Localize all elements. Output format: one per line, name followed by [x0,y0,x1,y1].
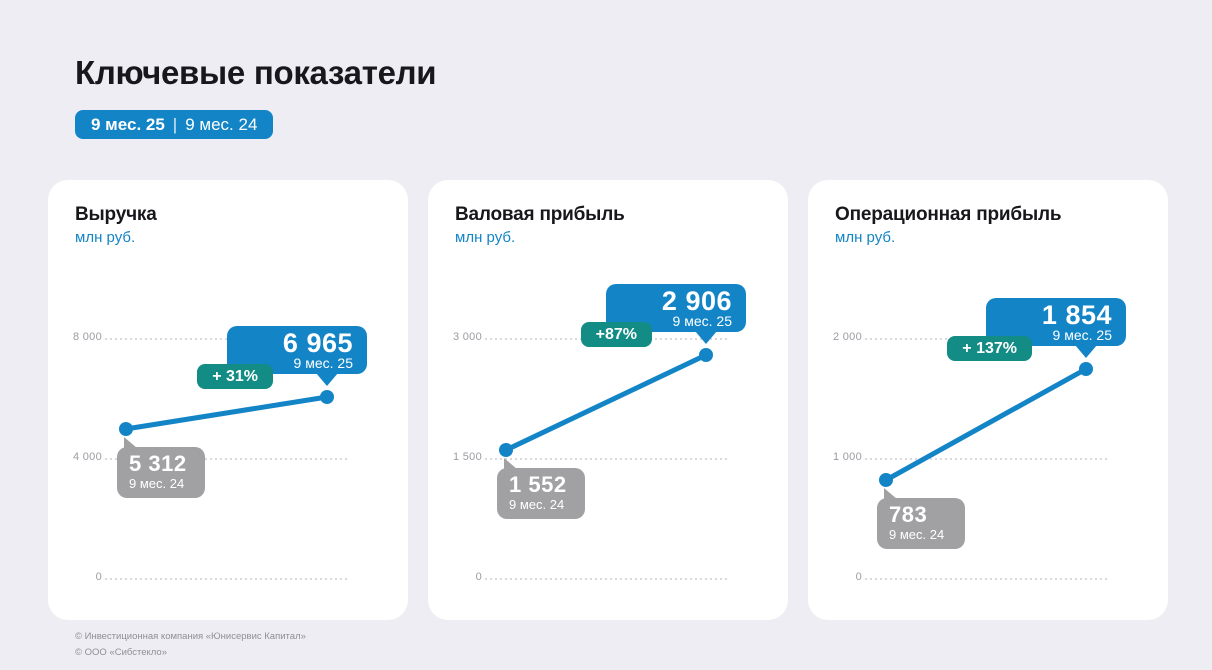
card-unit-label: млн руб. [455,229,516,246]
growth-badge: +87% [580,322,652,347]
previous-period-label: 9 мес. 24 [889,527,945,542]
metric-cards-row: Выручка млн руб. 8 000 4 000 0 5 312 9 м… [48,180,1168,620]
data-point [879,473,893,487]
y-tick-label: 3 000 [452,331,482,343]
data-point [320,390,334,404]
period-previous-label: 9 мес. 24 [185,115,258,134]
current-value: 2 906 [661,285,732,316]
previous-value-badge: 1 552 9 мес. 24 [497,458,585,519]
previous-value-badge: 5 312 9 мес. 24 [117,437,205,498]
y-tick-label: 0 [855,571,862,583]
gridline-dots [485,458,728,460]
y-tick-label: 0 [475,571,482,583]
current-period-label: 9 мес. 25 [1052,326,1112,343]
gridline-dots [105,458,348,460]
card-title: Операционная прибыль [835,204,1062,225]
growth-badge: + 137% [947,336,1032,361]
metric-card-operating-profit: Операционная прибыль млн руб. 2 000 1 00… [808,180,1168,620]
line-chart: 2 000 1 000 0 783 9 мес. 24 1 854 9 мес.… [808,180,1168,620]
pointer-down-icon [1075,345,1097,358]
previous-value-badge: 783 9 мес. 24 [877,488,965,549]
gridline: 1 000 [808,451,1168,463]
series-line [499,348,713,457]
data-point [1079,362,1093,376]
growth-badge: + 31% [197,364,273,389]
line-chart: 8 000 4 000 0 5 312 9 мес. 24 6 965 9 ме… [48,180,408,620]
gridline-dots [865,578,1108,580]
gridline: 0 [808,571,1168,583]
trend-line [883,366,1089,483]
y-tick-label: 0 [95,571,102,583]
gridline: 1 500 [428,451,788,463]
y-tick-label: 4 000 [72,451,102,463]
period-current-label: 9 мес. 25 [91,115,165,134]
y-tick-label: 8 000 [72,331,102,343]
period-badge: 9 мес. 25 | 9 мес. 24 [75,110,274,139]
pointer-down-icon [695,331,717,344]
footer-line-company: © Инвестиционная компания «Юнисервис Кап… [75,631,306,642]
card-unit-label: млн руб. [835,229,896,246]
page-title: Ключевые показатели [75,54,437,91]
gridline-dots [105,578,348,580]
gridline-dots [105,338,348,340]
current-value: 6 965 [282,327,353,358]
footer-line-issuer: © ООО «Сибстекло» [75,647,167,658]
gridline: 0 [428,571,788,583]
series-line [119,390,334,436]
current-period-label: 9 мес. 25 [672,312,732,329]
pointer-down-icon [316,373,338,386]
metric-card-gross-profit: Валовая прибыль млн руб. 3 000 1 500 0 1… [428,180,788,620]
data-point [499,443,513,457]
previous-value: 783 [889,502,928,527]
gridline-dots [865,458,1108,460]
previous-period-label: 9 мес. 24 [129,476,185,491]
data-point [699,348,713,362]
y-tick-label: 1 500 [452,451,482,463]
period-separator: | [172,115,178,134]
pointer-up-icon [504,458,517,469]
y-tick-label: 1 000 [832,451,862,463]
pointer-up-icon [124,437,137,448]
gridline: 8 000 [48,331,408,343]
data-point [119,422,133,436]
card-title: Выручка [75,204,157,225]
gridline-dots [485,578,728,580]
metric-card-revenue: Выручка млн руб. 8 000 4 000 0 5 312 9 м… [48,180,408,620]
footer: © Инвестиционная компания «Юнисервис Кап… [75,629,306,661]
previous-value: 1 552 [509,472,567,497]
card-unit-label: млн руб. [75,229,136,246]
series-line [879,362,1093,487]
previous-period-label: 9 мес. 24 [509,497,565,512]
y-tick-label: 2 000 [832,331,862,343]
pointer-up-icon [884,488,897,499]
trend-line [503,352,709,453]
card-title: Валовая прибыль [455,204,625,225]
line-chart: 3 000 1 500 0 1 552 9 мес. 24 2 906 9 ме… [428,180,788,620]
previous-value: 5 312 [129,451,187,476]
gridline: 4 000 [48,451,408,463]
current-value-badge: 2 906 9 мес. 25 [606,284,746,344]
gridline: 0 [48,571,408,583]
trend-line [123,394,330,432]
current-period-label: 9 мес. 25 [293,354,353,371]
current-value: 1 854 [1041,299,1112,330]
